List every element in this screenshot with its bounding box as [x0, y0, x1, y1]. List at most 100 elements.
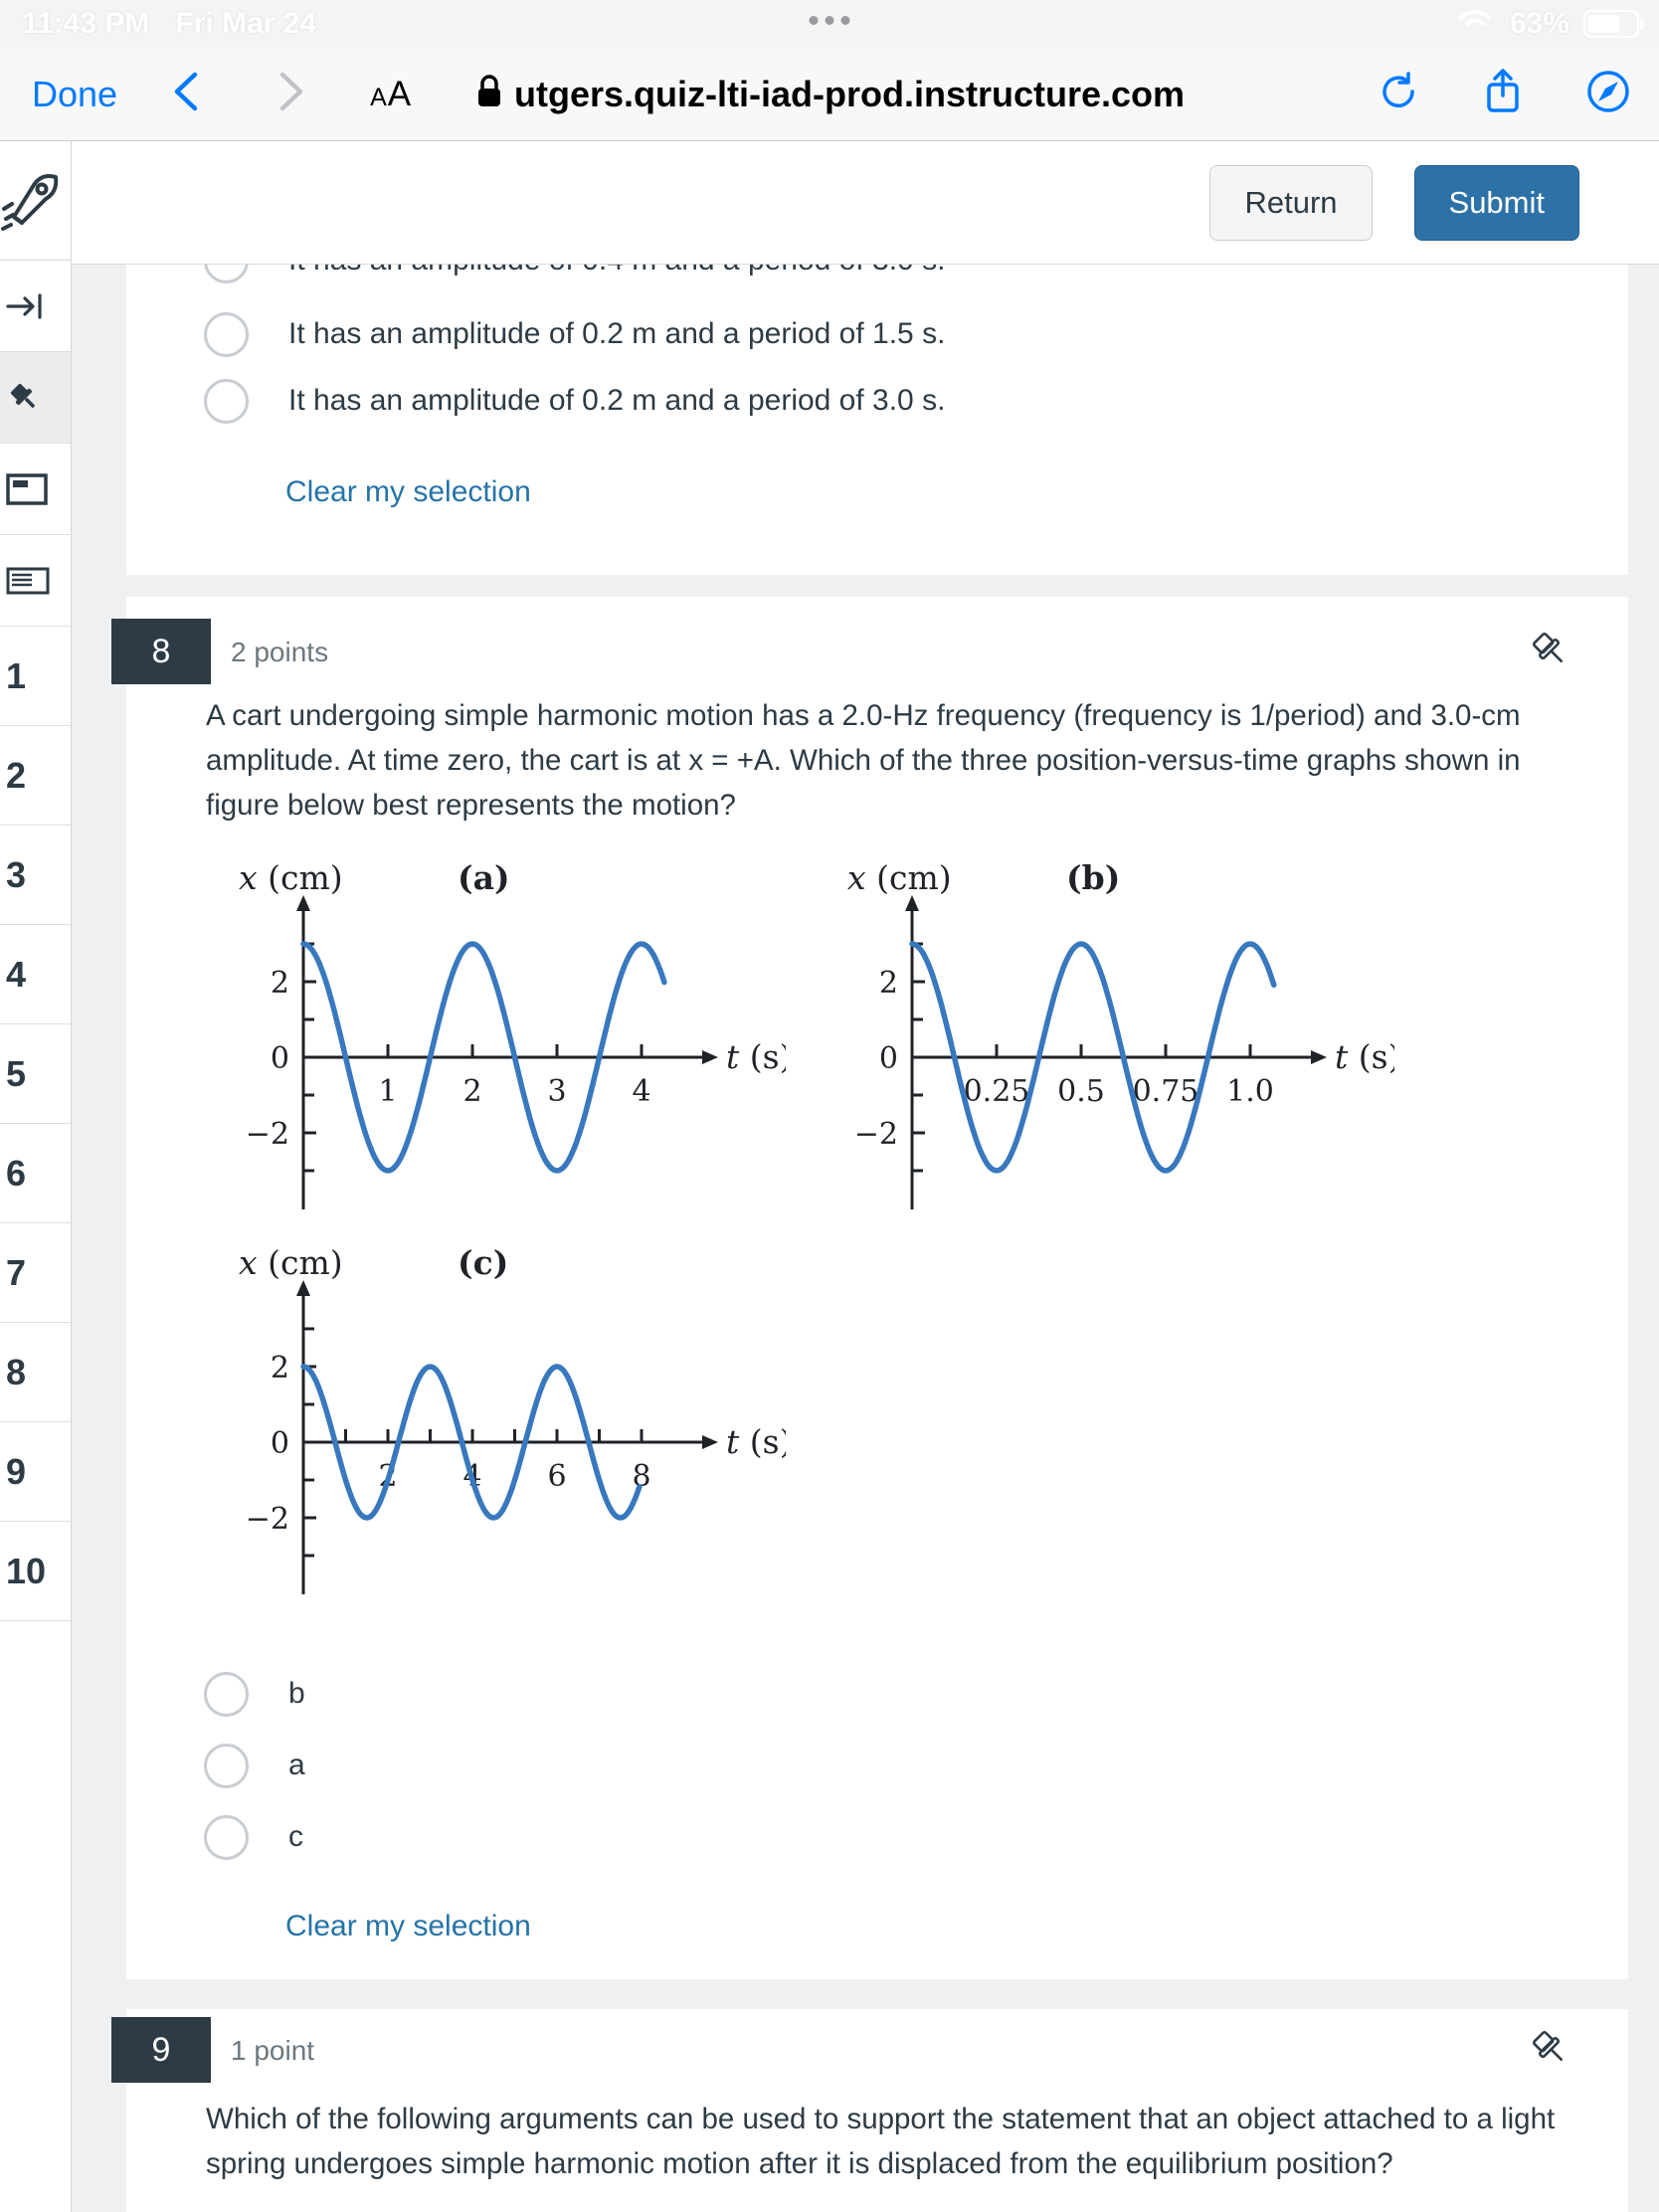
svg-text:−2: −2 — [246, 1502, 289, 1537]
reload-icon[interactable] — [1377, 70, 1420, 118]
sidebar-item-q1[interactable]: 1 — [0, 627, 71, 726]
multitask-indicator[interactable] — [809, 16, 850, 25]
rocket-icon — [1, 173, 59, 231]
svg-text:(c): (c) — [458, 1243, 508, 1282]
svg-text:0: 0 — [271, 1426, 289, 1461]
q8-option-row[interactable]: a — [126, 1743, 1628, 1788]
return-button[interactable]: Return — [1209, 164, 1373, 241]
question-nav-sidebar: 1 2 3 4 5 6 7 8 9 10 — [0, 141, 72, 2212]
share-icon[interactable] — [1482, 68, 1524, 120]
sidebar-item-q3[interactable]: 3 — [0, 826, 71, 925]
forward-button[interactable] — [275, 70, 308, 118]
q8-option-label[interactable]: a — [288, 1749, 305, 1781]
svg-text:t (s): t (s) — [726, 1422, 786, 1461]
svg-text:(b): (b) — [1066, 858, 1120, 897]
battery-icon — [1583, 10, 1644, 38]
svg-text:0: 0 — [879, 1041, 898, 1076]
clock: 11:43 PM — [22, 7, 150, 40]
sidebar-item-q6[interactable]: 6 — [0, 1124, 71, 1223]
q7-option-row[interactable]: It has an amplitude of 0.2 m and a perio… — [126, 311, 1628, 357]
url-text: utgers.quiz-lti-iad-prod.instructure.com — [513, 73, 1186, 114]
svg-text:3: 3 — [547, 1074, 566, 1109]
sidebar-item-q2[interactable]: 2 — [0, 726, 71, 826]
radio-button[interactable] — [204, 1671, 249, 1717]
pin-question-icon[interactable] — [1527, 2029, 1570, 2078]
svg-text:x (cm): x (cm) — [239, 858, 343, 897]
graph-b: x (cm) (b) 0.25 0.5 0.75 1.0 2 0 −2 t (s) — [818, 853, 1400, 1228]
svg-text:−2: −2 — [246, 1117, 289, 1152]
quiz-logo — [0, 141, 71, 261]
wifi-icon — [1458, 9, 1496, 40]
sidebar-item-skip[interactable] — [0, 261, 71, 352]
arrow-to-end-icon — [6, 292, 42, 319]
radio-button[interactable] — [204, 378, 249, 424]
back-button[interactable] — [169, 70, 203, 118]
quiz-content: It has an amplitude of 0.4 m and a perio… — [72, 265, 1659, 2212]
question-number-badge: 9 — [111, 2017, 211, 2083]
svg-text:x (cm): x (cm) — [239, 1243, 343, 1282]
safari-tabs-icon[interactable] — [1585, 69, 1631, 119]
question-7-card: It has an amplitude of 0.4 m and a perio… — [126, 265, 1628, 575]
sidebar-item-q4[interactable]: 4 — [0, 925, 71, 1024]
q8-option-label[interactable]: b — [288, 1677, 305, 1710]
sidebar-item-q5[interactable]: 5 — [0, 1024, 71, 1124]
question-number-badge: 8 — [111, 619, 211, 684]
svg-text:8: 8 — [632, 1459, 650, 1494]
quiz-header: Return Submit — [72, 141, 1659, 265]
graph-a: x (cm) (a) 1 2 3 4 2 0 −2 t (s) — [209, 853, 792, 1228]
svg-text:2: 2 — [462, 1074, 481, 1109]
card-icon — [6, 472, 48, 505]
svg-text:0: 0 — [271, 1041, 289, 1076]
svg-text:2: 2 — [271, 966, 289, 1001]
q7-option-label[interactable]: It has an amplitude of 0.4 m and a perio… — [288, 265, 945, 277]
pin-icon — [10, 383, 35, 408]
done-button[interactable]: Done — [32, 73, 118, 114]
q7-option-label[interactable]: It has an amplitude of 0.2 m and a perio… — [288, 317, 946, 350]
svg-text:2: 2 — [271, 1351, 289, 1385]
pin-question-icon[interactable] — [1527, 631, 1570, 679]
svg-text:t (s): t (s) — [726, 1037, 786, 1076]
q8-option-row[interactable]: b — [126, 1671, 1628, 1717]
svg-text:0.75: 0.75 — [1133, 1074, 1199, 1109]
battery-percent: 63% — [1509, 7, 1569, 40]
radio-button[interactable] — [204, 265, 249, 283]
lock-icon — [474, 72, 504, 116]
q8-option-label[interactable]: c — [288, 1820, 303, 1853]
sidebar-item-overview[interactable] — [0, 444, 71, 535]
question-points: 2 points — [231, 637, 329, 667]
svg-text:0.5: 0.5 — [1057, 1074, 1105, 1109]
sidebar-item-q8[interactable]: 8 — [0, 1323, 71, 1422]
svg-text:−2: −2 — [854, 1117, 898, 1152]
q8-option-row[interactable]: c — [126, 1814, 1628, 1860]
svg-text:2: 2 — [879, 966, 898, 1001]
date: Fri Mar 24 — [175, 7, 317, 40]
q7-clear-selection-link[interactable]: Clear my selection — [285, 475, 531, 508]
svg-text:0.25: 0.25 — [964, 1074, 1030, 1109]
svg-text:x (cm): x (cm) — [847, 858, 952, 897]
question-8-card: 8 2 points A cart undergoing simple harm… — [111, 597, 1628, 1979]
question-text: Which of the following arguments can be … — [206, 2103, 1556, 2180]
question-9-card: 9 1 point Which of the following argumen… — [111, 2009, 1628, 2212]
sidebar-item-pinned[interactable] — [0, 352, 71, 444]
question-text: A cart undergoing simple harmonic motion… — [206, 699, 1521, 822]
sidebar-item-q7[interactable]: 7 — [0, 1223, 71, 1323]
radio-button[interactable] — [204, 1814, 249, 1860]
q7-option-label[interactable]: It has an amplitude of 0.2 m and a perio… — [288, 384, 946, 417]
reader-button[interactable]: AA — [370, 74, 413, 113]
sidebar-item-q10[interactable]: 10 — [0, 1522, 71, 1621]
browser-toolbar: Done AA utgers.quiz-lti-iad-prod.instruc… — [0, 48, 1659, 141]
status-bar: 11:43 PM Fri Mar 24 63% — [0, 0, 1659, 48]
svg-text:6: 6 — [547, 1459, 566, 1494]
radio-button[interactable] — [204, 311, 249, 357]
q8-clear-selection-link[interactable]: Clear my selection — [285, 1910, 531, 1942]
q7-option-row[interactable]: It has an amplitude of 0.2 m and a perio… — [126, 378, 1628, 424]
radio-button[interactable] — [204, 1743, 249, 1788]
question-points: 1 point — [231, 2035, 315, 2066]
submit-button[interactable]: Submit — [1413, 164, 1579, 241]
address-bar[interactable]: utgers.quiz-lti-iad-prod.instructure.com — [474, 72, 1185, 116]
sidebar-item-notes[interactable] — [0, 535, 71, 627]
sidebar-item-q9[interactable]: 9 — [0, 1422, 71, 1522]
q7-option-row[interactable]: It has an amplitude of 0.4 m and a perio… — [126, 265, 1628, 283]
